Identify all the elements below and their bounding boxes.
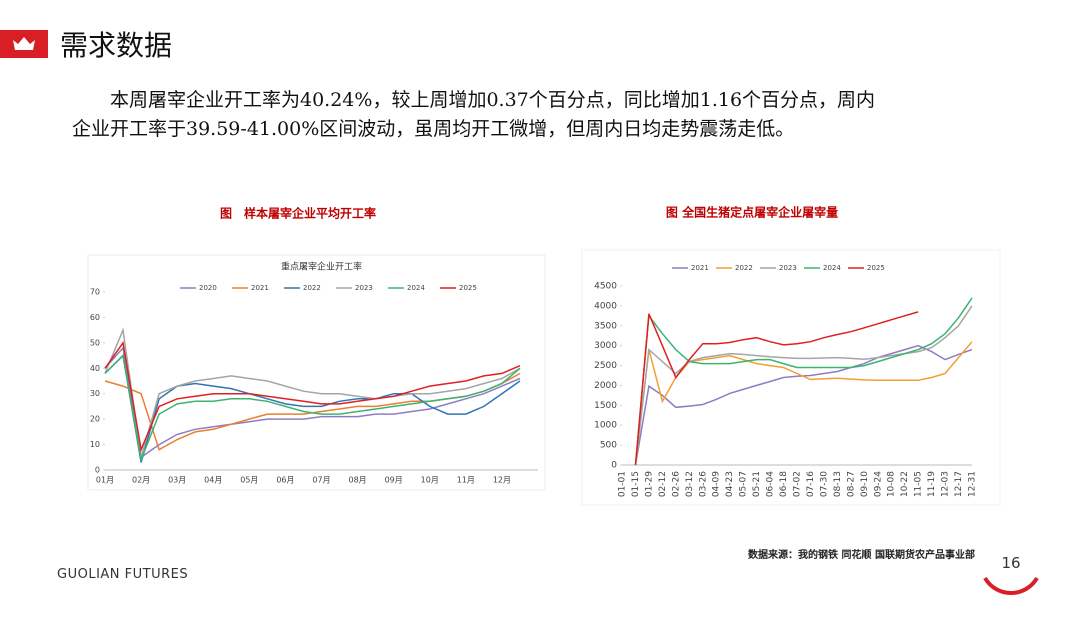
x-tick-label: 01-29	[644, 471, 654, 497]
x-tick-label: 06-18	[779, 471, 789, 497]
x-tick-label: 11-05	[914, 471, 924, 497]
series-line	[104, 354, 521, 463]
x-tick-label: 09-10	[860, 471, 870, 497]
y-tick-label: 30	[90, 389, 100, 398]
series-line	[634, 297, 973, 466]
x-tick-label: 08-27	[846, 471, 856, 497]
y-tick-label: 60	[90, 313, 100, 322]
x-tick-label: 10-22	[900, 471, 910, 497]
x-tick-label: 03-12	[685, 471, 695, 497]
series-line	[634, 311, 919, 466]
x-tick-label: 07-02	[793, 471, 803, 497]
x-tick-label: 08月	[348, 476, 366, 485]
y-tick-label: 3500	[594, 321, 617, 331]
y-tick-label: 2500	[594, 361, 617, 371]
legend-label: 2023	[779, 264, 797, 272]
x-tick-label: 12月	[493, 476, 511, 485]
x-tick-label: 03-26	[698, 471, 708, 497]
x-tick-label: 06-04	[766, 471, 776, 497]
crown-icon	[13, 37, 35, 50]
x-tick-label: 11-19	[927, 471, 937, 497]
y-tick-label: 2000	[594, 381, 617, 391]
y-tick-label: 20	[90, 415, 100, 424]
chart-frame	[87, 254, 546, 491]
x-tick-label: 05月	[240, 476, 258, 485]
x-tick-label: 02月	[132, 476, 150, 485]
x-tick-label: 12-17	[954, 471, 964, 497]
x-tick-label: 07月	[312, 476, 330, 485]
x-tick-label: 03月	[168, 476, 186, 485]
x-tick-label: 01-01	[618, 471, 628, 497]
x-tick-label: 02-12	[658, 471, 668, 497]
x-tick-label: 04月	[204, 476, 222, 485]
y-tick-label: 10	[90, 440, 100, 449]
y-tick-label: 50	[90, 338, 100, 347]
y-tick-label: 1000	[594, 421, 617, 431]
slide-title: 需求数据	[60, 29, 173, 62]
body-line: 企业开工率于39.59-41.00%区间波动，虽周均开工微增，但周内日均走势震荡…	[72, 118, 795, 140]
series-line	[104, 354, 521, 463]
page-number: 16	[1001, 554, 1021, 572]
y-tick-label: 0	[611, 461, 617, 471]
y-tick-label: 3000	[594, 341, 617, 351]
x-tick-label: 09-24	[873, 471, 883, 497]
x-tick-label: 11月	[457, 476, 475, 485]
legend-label: 2022	[735, 264, 753, 272]
body-line: 本周屠宰企业开工率为40.24%，较上周增加0.37个百分点，同比增加1.16个…	[110, 89, 876, 111]
y-tick-label: 1500	[594, 401, 617, 411]
source-note: 数据来源：我的钢铁 同花顺 国联期货农产品事业部	[748, 550, 975, 561]
legend-label: 2022	[303, 284, 321, 292]
x-tick-label: 07-30	[819, 471, 829, 497]
y-tick-label: 500	[600, 441, 617, 451]
series-line	[104, 340, 521, 453]
legend-label: 2020	[199, 284, 217, 292]
chart-caption: 图 全国生猪定点屠宰企业屠宰量	[666, 205, 838, 220]
series-line	[634, 305, 973, 466]
body-text: 本周屠宰企业开工率为40.24%，较上周增加0.37个百分点，同比增加1.16个…	[72, 86, 1022, 144]
y-tick-label: 70	[90, 288, 100, 297]
x-tick-label: 06月	[276, 476, 294, 485]
series-line	[104, 346, 521, 459]
legend-label: 2025	[867, 264, 885, 272]
y-tick-label: 4000	[594, 301, 617, 311]
page-arc	[983, 576, 1039, 596]
x-tick-label: 10月	[421, 476, 439, 485]
x-tick-label: 05-21	[752, 471, 762, 497]
x-tick-label: 12-31	[968, 471, 978, 497]
legend-label: 2024	[407, 284, 425, 292]
x-tick-label: 09月	[385, 476, 403, 485]
x-tick-label: 05-07	[739, 471, 749, 497]
x-tick-label: 01月	[96, 476, 114, 485]
legend-label: 2025	[459, 284, 477, 292]
x-tick-label: 10-08	[887, 471, 897, 497]
x-tick-label: 12-03	[941, 471, 951, 497]
x-tick-label: 08-13	[833, 471, 843, 497]
legend-label: 2024	[823, 264, 841, 272]
chart-caption: 图 样本屠宰企业平均开工率	[220, 206, 376, 221]
x-tick-label: 07-16	[806, 471, 816, 497]
y-tick-label: 4500	[594, 282, 617, 292]
y-tick-label: 0	[95, 466, 100, 475]
x-tick-label: 04-09	[712, 471, 722, 497]
chart-title: 重点屠宰企业开工率	[281, 261, 362, 273]
legend-label: 2021	[251, 284, 269, 292]
chart-frame	[581, 249, 1001, 506]
y-tick-label: 40	[90, 364, 100, 373]
legend-label: 2023	[355, 284, 373, 292]
x-tick-label: 04-23	[725, 471, 735, 497]
series-line	[634, 341, 973, 466]
series-line	[104, 372, 521, 451]
x-tick-label: 02-26	[671, 471, 681, 497]
legend-label: 2021	[691, 264, 709, 272]
series-line	[104, 327, 521, 458]
brand: GUOLIAN FUTURES	[57, 567, 189, 582]
x-tick-label: 01-15	[631, 471, 641, 497]
